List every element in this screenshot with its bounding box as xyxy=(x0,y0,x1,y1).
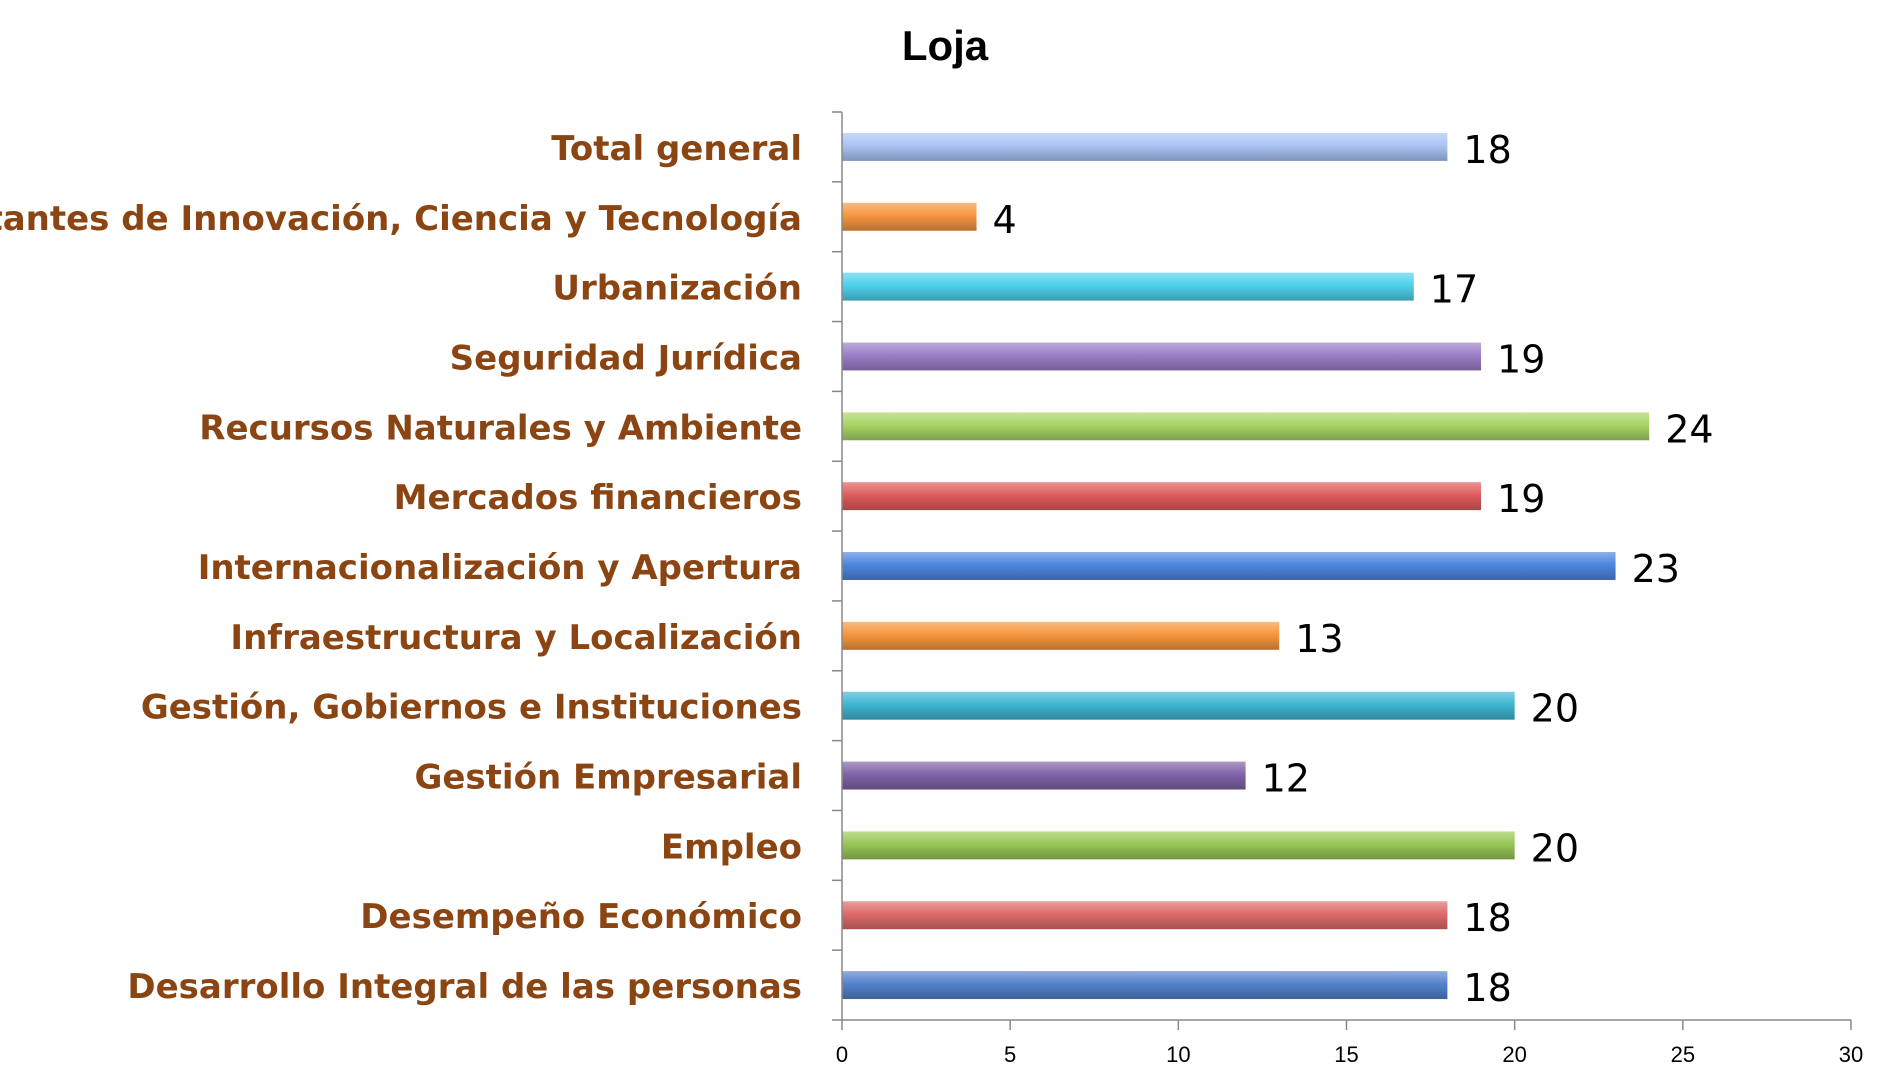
bar xyxy=(842,831,1515,860)
x-tick-label: 30 xyxy=(1839,1042,1863,1067)
bar xyxy=(842,621,1280,650)
value-label: 23 xyxy=(1632,547,1680,591)
bar xyxy=(842,132,1448,161)
x-tick-label: 0 xyxy=(836,1042,848,1067)
category-label: Infraestructura y Localización xyxy=(230,618,802,658)
bar xyxy=(842,202,977,231)
category-label: Habilitantes de Innovación, Ciencia y Te… xyxy=(0,199,802,239)
category-label: Recursos Naturales y Ambiente xyxy=(199,408,802,448)
chart-title: Loja xyxy=(902,22,989,69)
bar xyxy=(842,342,1482,371)
bar xyxy=(842,761,1246,790)
x-tick-label: 20 xyxy=(1502,1042,1526,1067)
value-label: 19 xyxy=(1497,337,1545,381)
category-labels: Total general Habilitantes de Innovación,… xyxy=(0,129,802,1007)
category-label: Urbanización xyxy=(552,269,802,309)
value-label: 24 xyxy=(1665,407,1713,451)
category-label: Mercados financieros xyxy=(394,478,802,518)
value-label: 13 xyxy=(1295,617,1343,661)
x-tick-label: 15 xyxy=(1334,1042,1358,1067)
value-label: 20 xyxy=(1531,826,1579,870)
category-label: Internacionalización y Apertura xyxy=(198,548,802,588)
value-label: 18 xyxy=(1463,966,1511,1010)
axes: 0 5 10 15 20 25 30 xyxy=(832,111,1863,1067)
value-labels: 18 4 17 19 24 19 23 13 20 12 20 18 18 xyxy=(993,128,1714,1010)
value-label: 4 xyxy=(993,198,1017,242)
bars-layer xyxy=(842,132,1650,1000)
category-label: Gestión Empresarial xyxy=(414,758,802,798)
x-tick-label: 5 xyxy=(1004,1042,1016,1067)
bar xyxy=(842,691,1515,720)
value-label: 19 xyxy=(1497,477,1545,521)
category-label: Gestión, Gobiernos e Instituciones xyxy=(141,688,802,728)
bar xyxy=(842,552,1616,580)
category-label: Empleo xyxy=(661,827,802,867)
bar xyxy=(842,412,1650,441)
value-label: 12 xyxy=(1262,757,1310,801)
x-tick-label: 10 xyxy=(1166,1042,1190,1067)
category-label: Seguridad Jurídica xyxy=(450,338,802,378)
category-label: Desarrollo Integral de las personas xyxy=(127,967,802,1007)
bar xyxy=(842,901,1448,930)
value-label: 18 xyxy=(1463,128,1511,172)
bar xyxy=(842,482,1482,511)
x-tick-label: 25 xyxy=(1671,1042,1695,1067)
category-label: Total general xyxy=(551,129,802,169)
value-label: 17 xyxy=(1430,268,1478,312)
value-label: 20 xyxy=(1531,687,1579,731)
bar xyxy=(842,971,1448,1000)
bar xyxy=(842,272,1414,301)
category-label: Desempeño Económico xyxy=(360,897,802,937)
value-label: 18 xyxy=(1463,896,1511,940)
